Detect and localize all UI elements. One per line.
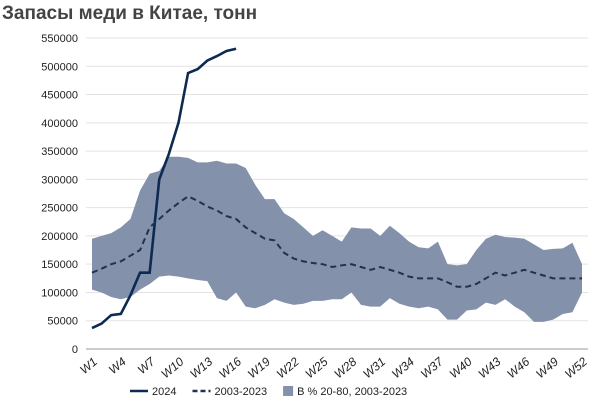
x-tick-label: W46 [504,354,532,381]
x-tick-label: W28 [331,354,359,381]
y-tick-label: 300000 [41,174,78,186]
legend: 2024 2003-2023 В % 20-80, 2003-2023 [130,386,407,398]
y-tick-label: 100000 [41,287,78,299]
y-tick-label: 550000 [41,33,78,45]
x-tick-label: W4 [106,354,129,377]
x-tick-label: W37 [418,354,447,381]
y-tick-label: 50000 [47,316,78,328]
x-tick-label: W19 [245,354,273,381]
y-tick-label: 350000 [41,146,78,158]
legend-label: 2024 [152,386,176,398]
chart-title: Запасы меди в Китае, тонн [2,3,257,24]
y-tick-label: 400000 [41,118,78,130]
x-tick-label: W16 [216,354,244,381]
y-tick-label: 450000 [41,90,78,102]
x-tick-label: W34 [389,354,417,381]
band-area [92,156,582,322]
x-tick-label: W52 [562,354,590,381]
y-tick-label: 0 [72,344,78,356]
y-tick-label: 500000 [41,61,78,73]
x-tick-label: W7 [135,354,159,377]
y-tick-label: 150000 [41,259,78,271]
x-tick-label: W31 [360,355,388,382]
x-tick-label: W22 [274,354,302,381]
legend-label: 2003-2023 [214,386,267,398]
x-tick-label: W25 [303,354,331,381]
x-tick-label: W10 [158,354,186,381]
y-tick-label: 250000 [41,203,78,215]
legend-label: В % 20-80, 2003-2023 [297,386,407,398]
legend-swatch [283,386,294,396]
series-line [91,47,237,330]
y-tick-label: 200000 [41,231,78,243]
x-tick-label: W1 [77,355,100,377]
x-tick-label: W13 [187,354,215,381]
x-tick-label: W43 [476,354,504,381]
x-tick-label: W49 [533,354,561,381]
x-tick-label: W40 [447,354,475,381]
